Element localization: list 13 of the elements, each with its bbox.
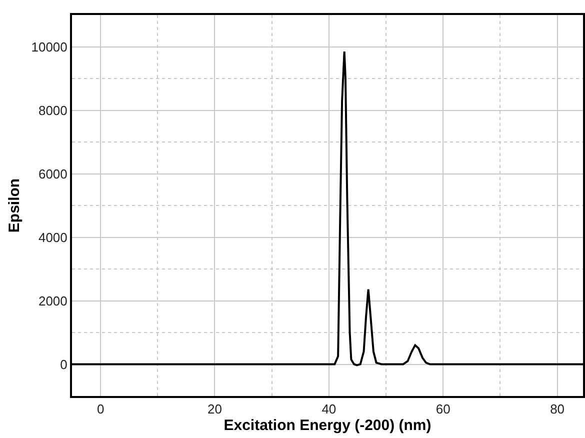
x-tick-label: 20 bbox=[208, 402, 222, 417]
y-tick-label: 4000 bbox=[38, 230, 68, 245]
y-tick-label: 2000 bbox=[38, 293, 68, 308]
y-tick-label: 6000 bbox=[38, 166, 68, 182]
x-axis-title: Excitation Energy (-200) (nm) bbox=[224, 417, 432, 434]
x-tick-label: 0 bbox=[96, 402, 104, 417]
x-tick-label: 60 bbox=[436, 402, 450, 417]
y-tick-label: 0 bbox=[60, 356, 68, 372]
y-tick-label: 8000 bbox=[38, 102, 68, 118]
x-tick-label: 40 bbox=[322, 402, 336, 417]
x-tick-label: 80 bbox=[550, 402, 565, 417]
y-tick-label: 10000 bbox=[31, 39, 68, 54]
y-axis-title: Epsilon bbox=[6, 178, 23, 233]
